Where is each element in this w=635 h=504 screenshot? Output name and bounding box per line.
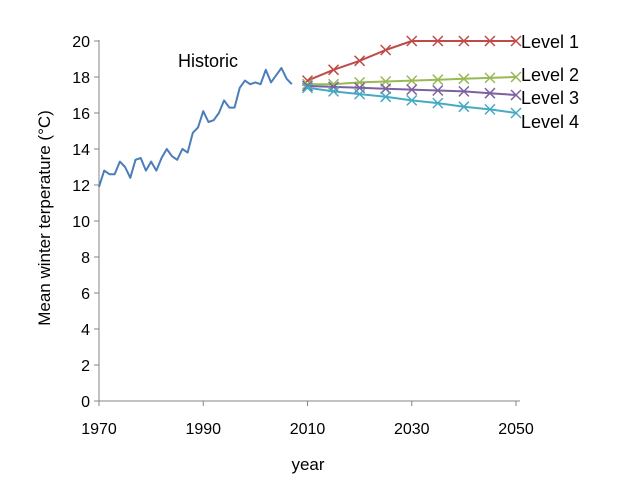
x-tick-label: 1970: [81, 421, 117, 438]
series-label-level-1: Level 1: [521, 32, 579, 52]
y-tick-label: 20: [72, 34, 90, 51]
y-tick-label: 14: [72, 142, 90, 159]
x-tick-label: 1990: [185, 421, 221, 438]
data-point-level-4: [328, 85, 340, 97]
data-point-level-2: [484, 72, 496, 84]
data-point-level-2: [510, 71, 522, 83]
data-point-level-1: [328, 64, 340, 76]
data-point-level-4: [458, 101, 470, 113]
series-line-level-1: [307, 40, 516, 82]
y-tick-labels: 0 2 4 6 8 10 12 14 16 18 20: [72, 34, 99, 411]
y-tick-label: 8: [81, 250, 90, 267]
data-point-level-3: [510, 89, 522, 101]
data-point-level-1: [406, 35, 418, 47]
x-tick-label: 2030: [394, 421, 430, 438]
series-label-level-3: Level 3: [521, 88, 579, 108]
data-point-level-4: [354, 88, 366, 100]
data-point-level-1: [484, 35, 496, 47]
data-point-level-2: [354, 76, 366, 88]
data-point-level-2: [458, 73, 470, 85]
x-tick-label: 2010: [290, 421, 326, 438]
data-point-level-3: [458, 85, 470, 97]
data-point-level-4: [484, 103, 496, 115]
y-tick-label: 10: [72, 214, 90, 231]
data-point-level-4: [432, 97, 444, 109]
y-tick-label: 6: [81, 286, 90, 303]
y-tick-label: 12: [72, 178, 90, 195]
data-point-level-4: [301, 82, 314, 94]
data-point-level-1: [354, 55, 366, 67]
series-labels: Historic Level 1 Level 2 Level 3 Level 4: [178, 32, 579, 132]
x-tick-label: 2050: [498, 421, 534, 438]
data-point-level-2: [432, 74, 444, 86]
x-tick-labels: 1970 1990 2010 2030 2050: [81, 401, 534, 438]
data-point-level-4: [406, 94, 418, 106]
y-tick-label: 16: [72, 106, 90, 123]
series-layer: [98, 35, 522, 188]
data-point-level-3: [484, 87, 496, 99]
series-label-historic: Historic: [178, 51, 238, 71]
y-tick-label: 0: [81, 394, 90, 411]
y-tick-label: 4: [81, 322, 90, 339]
data-point-level-2: [406, 75, 418, 87]
data-point-level-3: [301, 80, 314, 92]
series-label-level-4: Level 4: [521, 112, 579, 132]
data-point-level-1: [432, 35, 444, 47]
y-axis-title: Mean winter terperature (°C): [35, 110, 54, 326]
data-point-level-3: [432, 84, 444, 97]
data-point-level-1: [380, 44, 392, 56]
data-point-level-3: [380, 83, 392, 95]
series-line-historic: [98, 67, 293, 188]
data-point-level-1: [458, 35, 470, 47]
data-point-level-3: [406, 84, 418, 96]
y-tick-label: 18: [72, 70, 90, 87]
data-point-level-4: [510, 107, 522, 119]
data-point-level-1: [510, 35, 522, 47]
y-tick-label: 2: [81, 358, 90, 375]
series-label-level-2: Level 2: [521, 65, 579, 85]
x-axis-title: year: [291, 455, 324, 474]
data-point-level-4: [380, 91, 392, 103]
